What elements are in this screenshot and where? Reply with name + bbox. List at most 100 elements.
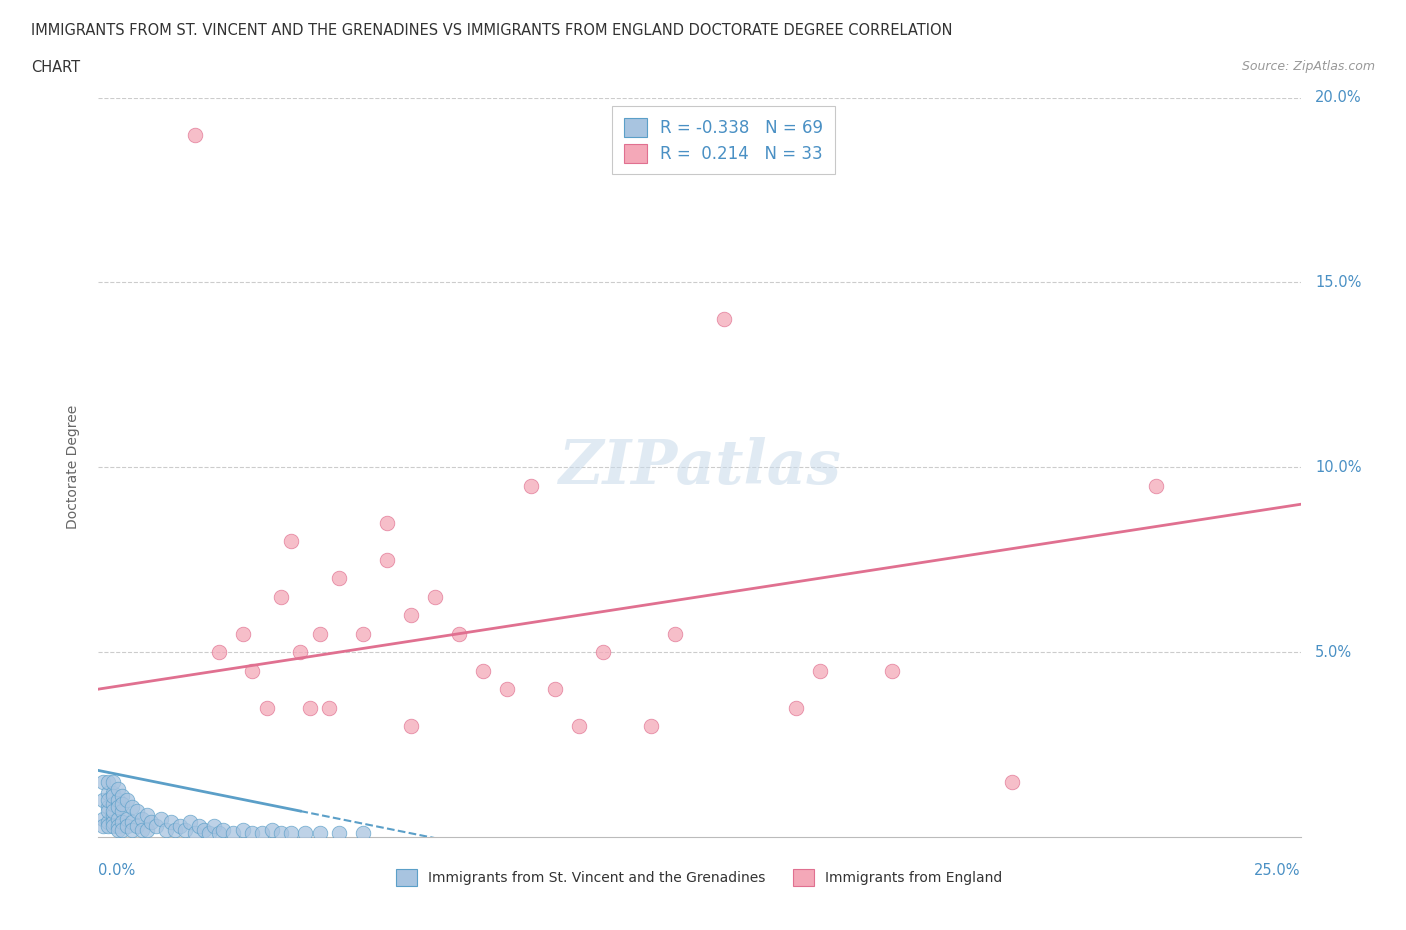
Point — [496, 682, 519, 697]
Point — [107, 800, 129, 815]
Point — [544, 682, 567, 697]
Point — [117, 818, 139, 833]
Point — [91, 811, 114, 826]
Point — [232, 626, 254, 641]
Point — [294, 826, 316, 841]
Point — [328, 571, 350, 586]
Point — [1001, 774, 1024, 789]
Point — [352, 626, 374, 641]
Point — [880, 663, 903, 678]
Point — [785, 700, 807, 715]
Point — [111, 804, 134, 818]
Point — [149, 811, 172, 826]
Point — [135, 822, 157, 837]
Point — [240, 663, 263, 678]
Point — [640, 719, 662, 734]
Point — [101, 804, 124, 818]
Point — [568, 719, 591, 734]
Text: ZIPatlas: ZIPatlas — [558, 437, 841, 498]
Point — [290, 644, 312, 659]
Point — [352, 826, 374, 841]
Point — [169, 818, 191, 833]
Point — [91, 792, 114, 807]
Point — [399, 608, 422, 623]
Point — [101, 789, 124, 804]
Point — [121, 815, 143, 830]
Point — [97, 774, 120, 789]
Point — [145, 818, 167, 833]
Point — [97, 800, 120, 815]
Point — [280, 534, 302, 549]
Point — [97, 818, 120, 833]
Point — [222, 826, 245, 841]
Point — [240, 826, 263, 841]
Point — [208, 826, 231, 841]
Point — [97, 792, 120, 807]
Point — [101, 815, 124, 830]
Point — [135, 807, 157, 822]
Point — [1144, 478, 1167, 493]
Point — [111, 815, 134, 830]
Point — [183, 826, 205, 841]
Text: 15.0%: 15.0% — [1315, 275, 1361, 290]
Point — [107, 822, 129, 837]
Point — [155, 822, 177, 837]
Text: Source: ZipAtlas.com: Source: ZipAtlas.com — [1241, 60, 1375, 73]
Point — [183, 127, 205, 142]
Y-axis label: Doctorate Degree: Doctorate Degree — [66, 405, 80, 529]
Text: 5.0%: 5.0% — [1315, 644, 1353, 659]
Point — [208, 644, 231, 659]
Point — [520, 478, 543, 493]
Point — [91, 818, 114, 833]
Point — [298, 700, 321, 715]
Point — [808, 663, 831, 678]
Point — [117, 811, 139, 826]
Point — [256, 700, 278, 715]
Point — [472, 663, 495, 678]
Point — [260, 822, 283, 837]
Point — [117, 792, 139, 807]
Point — [188, 818, 211, 833]
Point — [101, 796, 124, 811]
Point — [121, 800, 143, 815]
Point — [111, 822, 134, 837]
Point — [270, 590, 292, 604]
Text: CHART: CHART — [31, 60, 80, 75]
Point — [713, 312, 735, 326]
Point — [447, 626, 470, 641]
Point — [97, 815, 120, 830]
Point — [111, 796, 134, 811]
Point — [97, 804, 120, 818]
Point — [308, 826, 330, 841]
Text: 25.0%: 25.0% — [1254, 863, 1301, 878]
Point — [423, 590, 446, 604]
Point — [159, 815, 181, 830]
Point — [101, 807, 124, 822]
Point — [202, 818, 225, 833]
Point — [91, 774, 114, 789]
Point — [101, 818, 124, 833]
Point — [107, 811, 129, 826]
Point — [107, 818, 129, 833]
Point — [107, 781, 129, 796]
Text: 10.0%: 10.0% — [1315, 459, 1361, 475]
Point — [131, 811, 153, 826]
Point — [318, 700, 340, 715]
Point — [328, 826, 350, 841]
Point — [125, 804, 148, 818]
Point — [101, 785, 124, 800]
Point — [212, 822, 235, 837]
Point — [179, 815, 201, 830]
Text: IMMIGRANTS FROM ST. VINCENT AND THE GRENADINES VS IMMIGRANTS FROM ENGLAND DOCTOR: IMMIGRANTS FROM ST. VINCENT AND THE GREN… — [31, 23, 952, 38]
Text: 20.0%: 20.0% — [1315, 90, 1361, 105]
Point — [111, 789, 134, 804]
Point — [250, 826, 273, 841]
Point — [280, 826, 302, 841]
Point — [232, 822, 254, 837]
Point — [592, 644, 614, 659]
Point — [375, 552, 398, 567]
Point — [174, 822, 197, 837]
Point — [399, 719, 422, 734]
Point — [165, 822, 187, 837]
Point — [125, 818, 148, 833]
